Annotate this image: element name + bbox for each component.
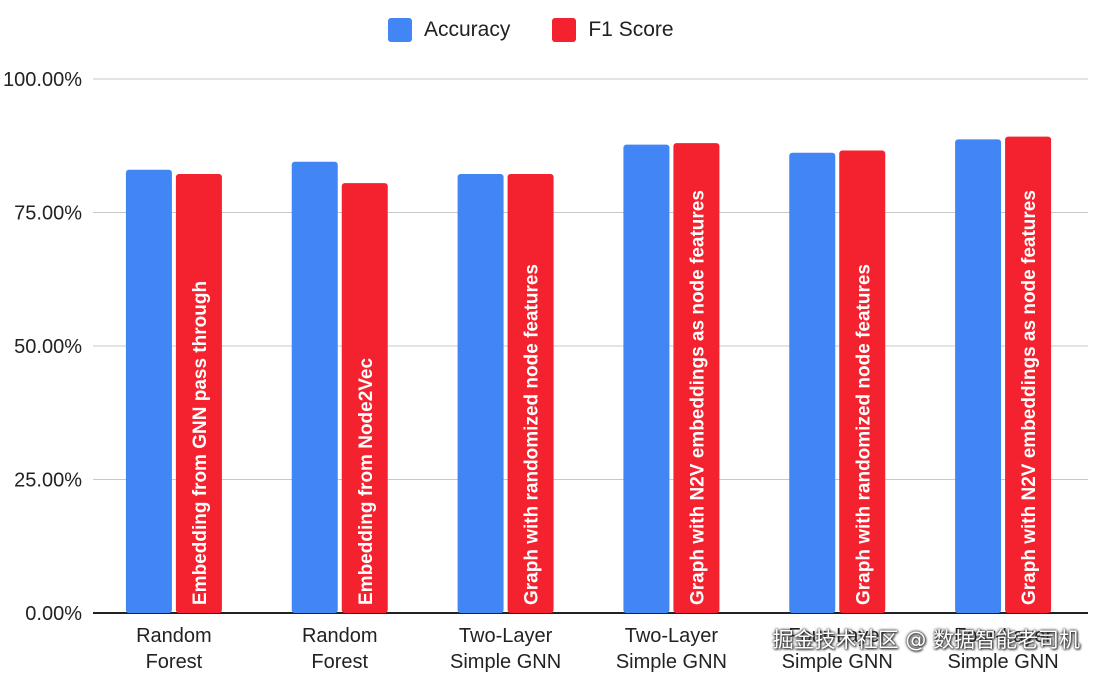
y-tick-label: 0.00%: [25, 603, 82, 625]
bar-accuracy-2: [457, 174, 504, 613]
bar-f1-3: [673, 143, 720, 613]
x-tick-label: Forest: [311, 651, 368, 673]
bar-f1-2: [507, 174, 554, 613]
x-tick-label: Simple GNN: [616, 651, 727, 673]
x-tick-label: Four-Layer: [954, 625, 1052, 647]
legend-item-accuracy: Accuracy: [388, 18, 510, 42]
x-tick-label: Simple GNN: [948, 651, 1059, 673]
bar-annotation-0: Embedding from GNN pass through: [190, 281, 211, 605]
bar-accuracy-4: [789, 152, 836, 613]
bar-accuracy-1: [291, 161, 338, 613]
bar-annotation-3: Graph with N2V embeddings as node featur…: [687, 190, 708, 605]
y-tick-label: 25.00%: [14, 470, 82, 492]
bar-f1-4: [839, 150, 886, 613]
x-tick-label: Simple GNN: [450, 651, 561, 673]
bar-f1-1: [341, 183, 388, 613]
bar-f1-5: [1005, 136, 1052, 613]
y-tick-label: 75.00%: [14, 203, 82, 225]
bar-accuracy-5: [955, 139, 1002, 614]
chart-legend: Accuracy F1 Score: [388, 18, 716, 42]
bar-accuracy-3: [623, 144, 670, 613]
bar-accuracy-0: [125, 169, 172, 613]
bar-annotation-4: Graph with randomized node features: [853, 264, 874, 605]
x-tick-label: Forest: [146, 651, 203, 673]
y-tick-label: 50.00%: [14, 336, 82, 358]
bar-annotation-2: Graph with randomized node features: [522, 264, 543, 605]
bar-f1-0: [175, 174, 222, 613]
x-tick-label: Random: [302, 625, 378, 647]
watermark: 掘金技术社区 @ 数据智能老司机: [772, 628, 1080, 652]
legend-swatch-accuracy: [388, 18, 412, 42]
x-tick-label: Four-Layer: [788, 625, 886, 647]
y-tick-label: 100.00%: [3, 69, 82, 91]
x-tick-label: Two-Layer: [459, 625, 553, 647]
legend-item-f1: F1 Score: [552, 18, 674, 42]
legend-label-f1: F1 Score: [588, 18, 674, 41]
x-tick-label: Simple GNN: [782, 651, 893, 673]
legend-swatch-f1: [552, 18, 577, 42]
x-tick-label: Two-Layer: [625, 625, 719, 647]
bar-annotation-1: Embedding from Node2Vec: [356, 358, 377, 605]
legend-label-accuracy: Accuracy: [424, 18, 511, 41]
x-tick-label: Random: [136, 625, 212, 647]
bar-annotation-5: Graph with N2V embeddings as node featur…: [1019, 190, 1040, 605]
